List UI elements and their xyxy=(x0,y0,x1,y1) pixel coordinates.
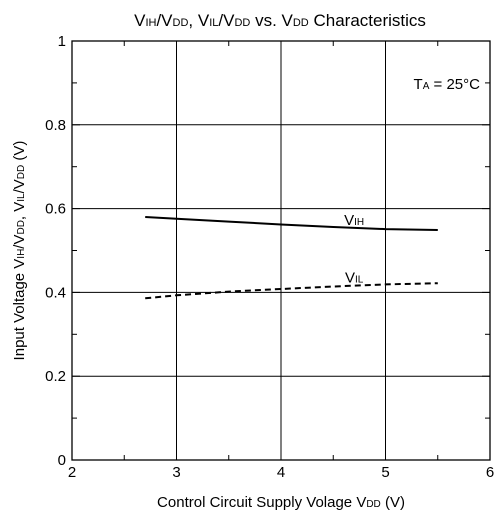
annotation-background xyxy=(409,74,485,95)
x-tick-label: 6 xyxy=(486,464,494,481)
series-lines xyxy=(145,216,438,300)
text-part: DD xyxy=(366,499,380,510)
y-tick-label: 0 xyxy=(58,452,66,469)
text-part: DD xyxy=(173,17,189,29)
text-part: Control Circuit Supply Volage V xyxy=(157,494,366,511)
x-tick-label: 2 xyxy=(68,464,76,481)
grid xyxy=(72,41,490,460)
text-part: (V) xyxy=(11,141,28,165)
temperature-annotation: TA = 25°C xyxy=(414,76,481,93)
y-tick-label: 0.2 xyxy=(45,368,66,385)
text-part: V xyxy=(345,270,355,287)
chart-title: VIH/VDD, VIL/VDD vs. VDD Characteristics xyxy=(134,11,426,30)
x-tick-label: 4 xyxy=(277,464,285,481)
text-part: /V xyxy=(156,11,173,30)
text-part: DD xyxy=(16,165,27,179)
text-part: DD xyxy=(234,17,250,29)
text-part: IL xyxy=(355,275,364,286)
text-part: /V xyxy=(11,235,28,249)
y-tick-labels: 0 0.2 0.4 0.6 0.8 1 xyxy=(45,33,66,469)
x-tick-label: 3 xyxy=(172,464,180,481)
text-part: vs. V xyxy=(250,11,293,30)
text-part: = 25°C xyxy=(429,76,480,93)
y-tick-label: 0.4 xyxy=(45,284,66,301)
text-part: Input Voltage V xyxy=(11,259,28,361)
text-part: , V xyxy=(188,11,209,30)
y-tick-label: 1 xyxy=(58,33,66,50)
text-part: IL xyxy=(209,17,218,29)
text-part: IL xyxy=(16,193,27,202)
y-axis-label: Input Voltage VIH/VDD, VIL/VDD (V) xyxy=(11,141,28,361)
x-tick-label: 5 xyxy=(381,464,389,481)
text-part: (V) xyxy=(381,494,405,511)
vil-series-line xyxy=(145,282,438,300)
text-part: IH xyxy=(145,17,156,29)
axis-ticks xyxy=(71,40,491,461)
text-part: , V xyxy=(11,202,28,220)
vil-series-label: VIL xyxy=(345,270,364,287)
y-tick-label: 0.6 xyxy=(45,201,66,218)
x-axis-label: Control Circuit Supply Volage VDD (V) xyxy=(157,494,405,511)
annotation-bg-rect xyxy=(409,74,485,95)
x-tick-labels: 2 3 4 5 6 xyxy=(68,464,494,481)
text-part: A xyxy=(423,81,430,92)
text-part: IH xyxy=(16,249,27,259)
vih-series-line xyxy=(145,216,438,231)
text-part: V xyxy=(134,11,146,30)
text-part: T xyxy=(414,76,423,93)
text-part: DD xyxy=(16,220,27,234)
text-part: /V xyxy=(11,179,28,193)
text-part: /V xyxy=(218,11,235,30)
text-part: IH xyxy=(354,217,364,228)
y-tick-label: 0.8 xyxy=(45,117,66,134)
text-part: Characteristics xyxy=(309,11,426,30)
text-part: V xyxy=(344,212,354,229)
vih-series-label: VIH xyxy=(344,212,364,229)
text-part: DD xyxy=(293,17,309,29)
